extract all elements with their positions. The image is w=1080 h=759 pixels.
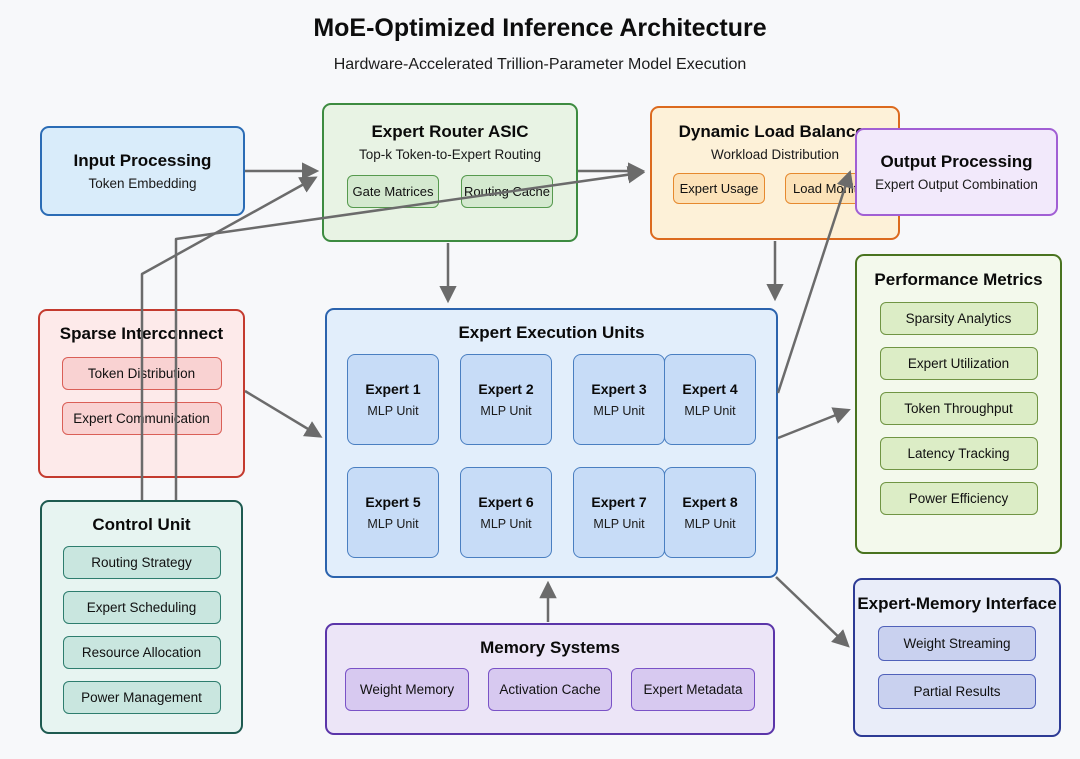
chip-weight-streaming: Weight Streaming (878, 626, 1036, 661)
node-title: Memory Systems (480, 638, 620, 657)
node-subtitle: Token Embedding (88, 176, 197, 191)
page-title: MoE-Optimized Inference Architecture (313, 14, 767, 42)
chip-partial-results: Partial Results (878, 674, 1036, 709)
expert-unit-6: Expert 6 MLP Unit (460, 467, 552, 558)
chip-token-throughput: Token Throughput (879, 392, 1038, 425)
chip-expert-usage: Expert Usage (673, 173, 765, 204)
chip-resource-allocation: Resource Allocation (62, 636, 221, 669)
chip-power-efficiency: Power Efficiency (879, 482, 1038, 515)
node-expert-execution-units: Expert Execution Units Expert 1 MLP Unit… (325, 308, 778, 578)
edge-execution-units-to-memory-interface (775, 576, 850, 648)
node-output-processing: Output Processing Expert Output Combinat… (855, 128, 1058, 216)
chip-gate-matrices: Gate Matrices (347, 175, 439, 208)
node-control-unit: Control Unit Routing Strategy Expert Sch… (40, 500, 243, 734)
chip-latency-tracking: Latency Tracking (879, 437, 1038, 470)
expert-unit-8: Expert 8 MLP Unit (664, 467, 756, 558)
node-title: Output Processing (880, 152, 1033, 171)
node-subtitle: Workload Distribution (710, 147, 840, 162)
node-subtitle: Top-k Token-to-Expert Routing (358, 147, 542, 162)
node-title: Control Unit (92, 515, 191, 534)
chip-expert-communication: Expert Communication (61, 402, 222, 435)
expert-unit-2: Expert 2 MLP Unit (460, 354, 552, 445)
node-performance-metrics: Performance Metrics Sparsity Analytics E… (855, 254, 1062, 554)
expert-unit-3: Expert 3 MLP Unit (573, 354, 665, 445)
expert-unit-4: Expert 4 MLP Unit (664, 354, 756, 445)
node-title: Input Processing (73, 151, 212, 170)
expert-unit-7: Expert 7 MLP Unit (573, 467, 665, 558)
node-title: Sparse Interconnect (59, 324, 224, 343)
page-subtitle: Hardware-Accelerated Trillion-Parameter … (333, 56, 747, 73)
node-title: Performance Metrics (874, 270, 1043, 289)
node-input-processing: Input Processing Token Embedding (40, 126, 245, 216)
node-title: Expert-Memory Interface (857, 594, 1057, 613)
chip-activation-cache: Activation Cache (488, 668, 612, 711)
expert-unit-1: Expert 1 MLP Unit (347, 354, 439, 445)
node-memory-systems: Memory Systems Weight Memory Activation … (325, 623, 775, 735)
chip-expert-utilization: Expert Utilization (879, 347, 1038, 380)
chip-weight-memory: Weight Memory (345, 668, 469, 711)
node-title: Expert Execution Units (458, 323, 645, 342)
node-subtitle: Expert Output Combination (875, 177, 1038, 192)
node-sparse-interconnect: Sparse Interconnect Token Distribution E… (38, 309, 245, 478)
chip-routing-cache: Routing Cache (461, 175, 553, 208)
chip-expert-scheduling: Expert Scheduling (62, 591, 221, 624)
chip-token-distribution: Token Distribution (61, 357, 222, 390)
edge-execution-units-to-metrics (777, 407, 851, 440)
node-expert-router-asic: Expert Router ASIC Top-k Token-to-Expert… (322, 103, 578, 242)
chip-expert-metadata: Expert Metadata (631, 668, 755, 711)
node-expert-memory-interface: Expert-Memory Interface Weight Streaming… (853, 578, 1061, 737)
edge-sparse-to-execution-units (244, 389, 323, 438)
node-title: Expert Router ASIC (371, 122, 529, 141)
chip-routing-strategy: Routing Strategy (62, 546, 221, 579)
node-title: Dynamic Load Balancer (678, 122, 872, 141)
expert-unit-5: Expert 5 MLP Unit (347, 467, 439, 558)
chip-power-management: Power Management (62, 681, 221, 714)
chip-sparsity-analytics: Sparsity Analytics (879, 302, 1038, 335)
